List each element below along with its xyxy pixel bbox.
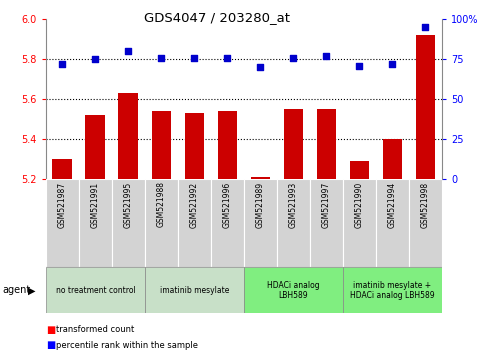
Bar <box>310 179 343 267</box>
Bar <box>112 179 145 267</box>
Bar <box>85 115 105 179</box>
Text: percentile rank within the sample: percentile rank within the sample <box>56 341 198 350</box>
Text: GSM521991: GSM521991 <box>91 181 100 228</box>
Point <box>91 57 99 62</box>
Text: agent: agent <box>2 285 30 295</box>
Bar <box>46 267 145 313</box>
Point <box>323 53 330 59</box>
Point <box>422 25 429 30</box>
Text: GSM521998: GSM521998 <box>421 181 430 228</box>
Bar <box>251 177 270 179</box>
Bar <box>376 179 409 267</box>
Bar <box>46 179 79 267</box>
Text: GSM521988: GSM521988 <box>157 181 166 227</box>
Bar <box>145 267 244 313</box>
Text: imatinib mesylate +
HDACi analog LBH589: imatinib mesylate + HDACi analog LBH589 <box>350 281 435 300</box>
Bar <box>145 179 178 267</box>
Text: GSM521993: GSM521993 <box>289 181 298 228</box>
Text: ■: ■ <box>46 325 55 335</box>
Bar <box>118 93 138 179</box>
Bar <box>211 179 244 267</box>
Text: no treatment control: no treatment control <box>56 286 135 295</box>
Point <box>125 48 132 54</box>
Bar <box>343 267 442 313</box>
Bar <box>217 111 237 179</box>
Point <box>58 61 66 67</box>
Point <box>256 64 264 70</box>
Text: GSM521994: GSM521994 <box>388 181 397 228</box>
Text: GSM521987: GSM521987 <box>58 181 67 228</box>
Text: ■: ■ <box>46 340 55 350</box>
Text: GDS4047 / 203280_at: GDS4047 / 203280_at <box>144 11 290 24</box>
Bar <box>383 139 402 179</box>
Bar <box>415 35 435 179</box>
Bar <box>178 179 211 267</box>
Bar <box>409 179 442 267</box>
Text: HDACi analog
LBH589: HDACi analog LBH589 <box>267 281 320 300</box>
Bar <box>244 267 343 313</box>
Text: GSM521992: GSM521992 <box>190 181 199 228</box>
Point <box>157 55 165 61</box>
Point <box>289 55 297 61</box>
Text: GSM521990: GSM521990 <box>355 181 364 228</box>
Bar <box>343 179 376 267</box>
Point <box>355 63 363 69</box>
Point <box>224 55 231 61</box>
Bar <box>316 109 336 179</box>
Bar <box>185 113 204 179</box>
Text: GSM521989: GSM521989 <box>256 181 265 228</box>
Bar <box>244 179 277 267</box>
Bar <box>79 179 112 267</box>
Bar <box>277 179 310 267</box>
Text: GSM521995: GSM521995 <box>124 181 133 228</box>
Text: GSM521996: GSM521996 <box>223 181 232 228</box>
Bar <box>53 159 72 179</box>
Text: ▶: ▶ <box>28 285 36 295</box>
Text: transformed count: transformed count <box>56 325 134 335</box>
Bar <box>284 109 303 179</box>
Point <box>388 61 396 67</box>
Text: GSM521997: GSM521997 <box>322 181 331 228</box>
Bar <box>152 111 171 179</box>
Point <box>190 55 198 61</box>
Text: imatinib mesylate: imatinib mesylate <box>160 286 229 295</box>
Bar <box>350 161 369 179</box>
